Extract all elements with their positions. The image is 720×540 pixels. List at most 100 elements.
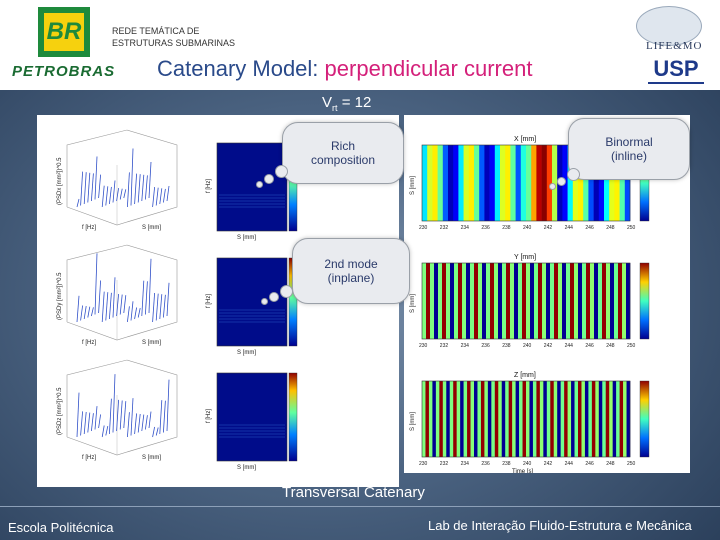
heatmap-stripe: [614, 145, 620, 221]
spectrum-spike: [166, 282, 170, 317]
heatmap-stripe: [466, 263, 471, 339]
heatmap-stripe: [484, 381, 489, 457]
heatmap-stripe: [434, 263, 439, 339]
heatmap-stripe: [574, 381, 579, 457]
heatmap-stripe: [510, 145, 516, 221]
spectrum-spike: [137, 174, 141, 203]
callout-tail-dot: [567, 168, 580, 181]
heatmap-stripe: [522, 263, 527, 339]
heatmap-stripe: [437, 145, 444, 221]
axis-label-s: S [mm]: [410, 294, 416, 313]
brand-name: PETROBRAS: [12, 63, 116, 80]
heatmap-stripe: [609, 145, 615, 221]
spectrum-spike: [87, 172, 91, 203]
spectrum-spike: [116, 399, 119, 432]
heatmap-stripe: [616, 381, 620, 457]
spectrum-spike: [163, 188, 166, 203]
axis-label-smm: S [mm]: [237, 350, 256, 356]
network-line1: REDE TEMÁTICA DE: [112, 26, 200, 36]
heatmap-stripe: [598, 263, 603, 339]
time-tick-label: 246: [585, 343, 594, 349]
heatmap-stripe: [449, 381, 454, 457]
left-figure-svg: f [Hz] S [mm] (PSDx [mm²])^0.5 f [Hz] S [mm]…: [57, 129, 298, 471]
heatmap-stripe: [588, 381, 593, 457]
3d-spectrum-plot: f [Hz] S [mm] (PSDx [mm²])^0.5: [57, 129, 178, 231]
heatmap-stripe: [578, 381, 582, 457]
heatmap-stripe: [582, 263, 587, 339]
velocity-value: = 12: [341, 94, 372, 111]
axis-label-f: f [Hz]: [82, 455, 96, 461]
heatmap-stripe: [543, 381, 548, 457]
heatmap-stripe: [622, 263, 627, 339]
heatmap-stripe: [522, 381, 527, 457]
heatmap-stripe: [456, 381, 461, 457]
time-tick-label: 232: [440, 461, 449, 467]
heatmap-stripe: [520, 145, 527, 221]
footer-divider: [0, 506, 720, 507]
heatmap-stripe: [487, 381, 492, 457]
heatmap-stripe: [553, 381, 558, 457]
heatmap-stripe: [450, 263, 455, 339]
heatmap-stripe: [470, 263, 475, 339]
heatmap-stripe: [538, 263, 543, 339]
spectrum-spike: [76, 392, 80, 438]
axis-label-smm: S [mm]: [237, 235, 256, 241]
title-highlight: perpendicular current: [324, 56, 533, 81]
time-tick-label: 248: [606, 225, 615, 231]
network-line2: ESTRUTURAS SUBMARINAS: [112, 38, 236, 48]
spectrum-spike: [159, 294, 163, 320]
heatmap-frame: [421, 262, 631, 340]
spectrum-spike: [141, 280, 145, 317]
time-tick-label: 236: [481, 461, 490, 467]
heatmap-stripe: [541, 145, 548, 221]
spectrum-spike: [91, 173, 94, 202]
spectrum-spike: [98, 174, 101, 199]
spectrum-spike: [148, 258, 152, 314]
spectrum-spike: [155, 293, 159, 321]
spectrogram-area: [216, 257, 288, 347]
lifemo-emblem-icon: [636, 6, 702, 46]
time-tick-label: 238: [502, 461, 511, 467]
network-name: REDE TEMÁTICA DE ESTRUTURAS SUBMARINAS: [112, 25, 272, 49]
heatmap-stripe: [454, 263, 459, 339]
heatmap-stripe: [554, 263, 559, 339]
heatmap-stripe: [531, 145, 537, 221]
heatmap-stripe: [588, 145, 594, 221]
axis-label-fhz: f [Hz]: [206, 179, 212, 193]
heatmap-stripe: [490, 263, 495, 339]
spectrum-spike: [163, 400, 166, 433]
time-tick-label: 234: [461, 343, 470, 349]
callout-second-mode-text: 2nd mode (inplane): [324, 257, 378, 285]
heatmap-stripe: [567, 145, 574, 221]
heatmap-title: Y [mm]: [514, 254, 536, 261]
axis-label-psd: (PSDy [mm²])^0.5: [57, 272, 63, 320]
time-tick-label: 234: [461, 461, 470, 467]
heatmap-stripe: [566, 263, 571, 339]
heatmap-stripe: [422, 263, 427, 339]
heatmap-stripe: [506, 263, 511, 339]
spectrum-spike: [116, 188, 119, 202]
spectrum-spike: [159, 400, 163, 435]
heatmap-stripe: [618, 263, 623, 339]
heatmap-stripe: [425, 381, 430, 457]
heatmap-stripe: [560, 381, 565, 457]
axis-label-smm: S [mm]: [237, 465, 256, 471]
spectrum-spike: [76, 295, 80, 323]
heatmap-stripe: [532, 381, 537, 457]
spectrum-spike: [130, 148, 134, 206]
heatmap-stripe: [546, 381, 551, 457]
heatmap-stripe: [474, 381, 478, 457]
heatmap-stripe: [572, 145, 579, 221]
spectrum-spike: [134, 173, 137, 205]
spectrum-spike: [109, 398, 112, 435]
time-tick-label: 232: [440, 343, 449, 349]
spectrum-spike: [159, 188, 163, 205]
heatmap-stripe: [542, 263, 547, 339]
spectrum-spike: [127, 172, 130, 208]
axis-label-f: f [Hz]: [82, 225, 96, 231]
time-tick-label: 230: [419, 461, 428, 467]
spectrum-spike: [76, 198, 80, 208]
3d-spectrum-plot: f [Hz] S [mm] (PSDy [mm²])^0.5: [57, 244, 178, 346]
heatmap-stripe: [558, 263, 563, 339]
heatmap-stripe: [426, 263, 431, 339]
